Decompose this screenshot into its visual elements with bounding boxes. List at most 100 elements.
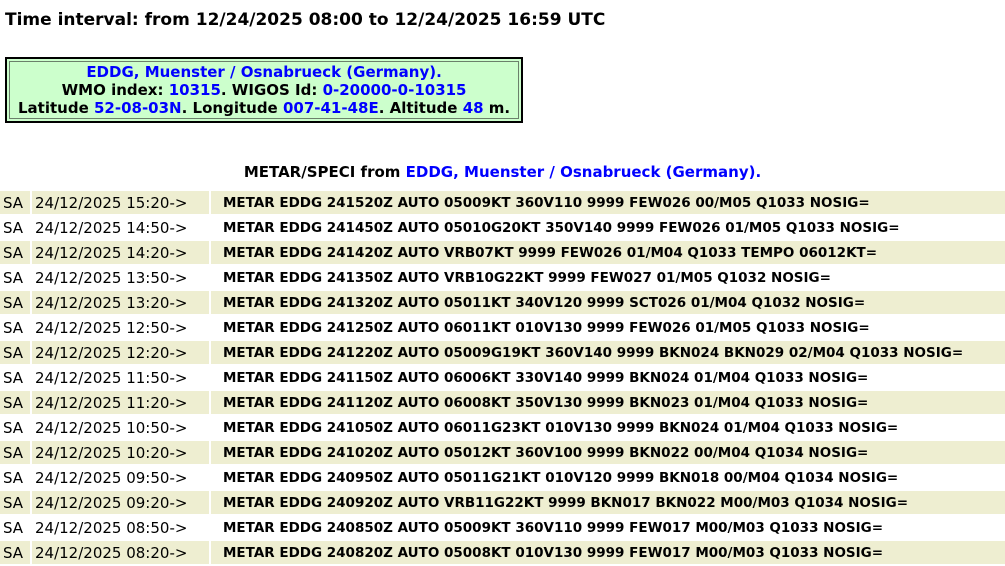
- report-datetime-cell: 24/12/2025 08:50->: [31, 515, 211, 541]
- station-info-box: EDDG, Muenster / Osnabrueck (Germany). W…: [5, 57, 524, 123]
- report-type: SA: [3, 218, 24, 237]
- wigos-id-label: . WIGOS Id:: [220, 81, 323, 99]
- metar-text: METAR EDDG 240950Z AUTO 05011G21KT 010V1…: [223, 469, 899, 486]
- page-title: Time interval: from 12/24/2025 08:00 to …: [5, 10, 606, 30]
- metar-text-cell: METAR EDDG 241450Z AUTO 05010G20KT 350V1…: [210, 215, 1005, 241]
- report-type: SA: [3, 368, 24, 387]
- latitude-label: Latitude: [18, 99, 94, 117]
- table-row: SA 24/12/2025 12:20-> METAR EDDG 241220Z…: [0, 340, 1005, 366]
- altitude-value: 48: [462, 99, 484, 117]
- report-type: SA: [3, 343, 24, 362]
- metar-text-cell: METAR EDDG 240820Z AUTO 05008KT 010V130 …: [210, 540, 1005, 566]
- report-datetime: 24/12/2025 09:20->: [35, 493, 188, 512]
- table-row: SA 24/12/2025 08:20-> METAR EDDG 240820Z…: [0, 540, 1005, 566]
- report-datetime-cell: 24/12/2025 12:20->: [31, 340, 211, 366]
- longitude-value: 007-41-48E: [282, 99, 379, 117]
- report-type: SA: [3, 493, 24, 512]
- report-datetime-cell: 24/12/2025 14:20->: [31, 240, 211, 266]
- metar-text: METAR EDDG 241050Z AUTO 06011G23KT 010V1…: [223, 419, 899, 436]
- metar-text-cell: METAR EDDG 241150Z AUTO 06006KT 330V140 …: [210, 365, 1005, 391]
- metar-text: METAR EDDG 240920Z AUTO VRB11G22KT 9999 …: [223, 494, 909, 511]
- report-heading-station: EDDG, Muenster / Osnabrueck (Germany).: [405, 163, 762, 181]
- table-row: SA 24/12/2025 08:50-> METAR EDDG 240850Z…: [0, 515, 1005, 541]
- report-type: SA: [3, 543, 24, 562]
- station-ids-line: WMO index: 10315. WIGOS Id: 0-20000-0-10…: [18, 81, 510, 99]
- metar-text-cell: METAR EDDG 241520Z AUTO 05009KT 360V110 …: [210, 191, 1005, 216]
- report-type-cell: SA: [0, 415, 32, 441]
- metar-text-cell: METAR EDDG 240850Z AUTO 05009KT 360V110 …: [210, 515, 1005, 541]
- report-type: SA: [3, 293, 24, 312]
- report-type-cell: SA: [0, 390, 32, 416]
- report-datetime-cell: 24/12/2025 08:20->: [31, 540, 211, 566]
- report-datetime: 24/12/2025 11:20->: [35, 393, 188, 412]
- metar-text: METAR EDDG 241120Z AUTO 06008KT 350V130 …: [223, 394, 869, 411]
- table-row: SA 24/12/2025 12:50-> METAR EDDG 241250Z…: [0, 315, 1005, 341]
- metar-text-cell: METAR EDDG 241320Z AUTO 05011KT 340V120 …: [210, 290, 1005, 316]
- report-datetime: 24/12/2025 08:20->: [35, 543, 188, 562]
- metar-text-cell: METAR EDDG 241250Z AUTO 06011KT 010V130 …: [210, 315, 1005, 341]
- table-row: SA 24/12/2025 11:50-> METAR EDDG 241150Z…: [0, 365, 1005, 391]
- report-type: SA: [3, 268, 24, 287]
- report-datetime: 24/12/2025 15:20->: [35, 193, 188, 212]
- report-type: SA: [3, 468, 24, 487]
- metar-text: METAR EDDG 241020Z AUTO 05012KT 360V100 …: [223, 444, 869, 461]
- report-type-cell: SA: [0, 515, 32, 541]
- report-type: SA: [3, 318, 24, 337]
- metar-text-cell: METAR EDDG 240920Z AUTO VRB11G22KT 9999 …: [210, 490, 1005, 516]
- report-datetime: 24/12/2025 14:50->: [35, 218, 188, 237]
- metar-text-cell: METAR EDDG 241050Z AUTO 06011G23KT 010V1…: [210, 415, 1005, 441]
- longitude-label: . Longitude: [181, 99, 283, 117]
- metar-text-cell: METAR EDDG 241350Z AUTO VRB10G22KT 9999 …: [210, 265, 1005, 291]
- altitude-unit: m.: [483, 99, 511, 117]
- report-datetime: 24/12/2025 10:20->: [35, 443, 188, 462]
- report-type: SA: [3, 518, 24, 537]
- report-datetime-cell: 24/12/2025 14:50->: [31, 215, 211, 241]
- metar-text: METAR EDDG 241320Z AUTO 05011KT 340V120 …: [223, 294, 866, 311]
- table-row: SA 24/12/2025 13:20-> METAR EDDG 241320Z…: [0, 290, 1005, 316]
- report-datetime: 24/12/2025 12:50->: [35, 318, 188, 337]
- report-datetime-cell: 24/12/2025 10:20->: [31, 440, 211, 466]
- metar-table: SA 24/12/2025 15:20-> METAR EDDG 241520Z…: [0, 191, 1005, 566]
- metar-text-cell: METAR EDDG 241420Z AUTO VRB07KT 9999 FEW…: [210, 240, 1005, 266]
- metar-text: METAR EDDG 241250Z AUTO 06011KT 010V130 …: [223, 319, 870, 336]
- table-row: SA 24/12/2025 11:20-> METAR EDDG 241120Z…: [0, 390, 1005, 416]
- metar-text: METAR EDDG 241150Z AUTO 06006KT 330V140 …: [223, 369, 869, 386]
- metar-text-cell: METAR EDDG 241220Z AUTO 05009G19KT 360V1…: [210, 340, 1005, 366]
- station-info-content: EDDG, Muenster / Osnabrueck (Germany). W…: [9, 61, 520, 119]
- metar-table-body: SA 24/12/2025 15:20-> METAR EDDG 241520Z…: [0, 191, 1005, 566]
- report-type-cell: SA: [0, 540, 32, 566]
- altitude-label: . Altitude: [378, 99, 463, 117]
- report-datetime: 24/12/2025 14:20->: [35, 243, 188, 262]
- table-row: SA 24/12/2025 14:20-> METAR EDDG 241420Z…: [0, 240, 1005, 266]
- report-type-cell: SA: [0, 440, 32, 466]
- report-heading-prefix: METAR/SPECI from: [243, 163, 406, 181]
- report-datetime: 24/12/2025 10:50->: [35, 418, 188, 437]
- report-datetime-cell: 24/12/2025 12:50->: [31, 315, 211, 341]
- report-datetime: 24/12/2025 11:50->: [35, 368, 188, 387]
- report-datetime-cell: 24/12/2025 15:20->: [31, 191, 211, 216]
- report-type-cell: SA: [0, 240, 32, 266]
- table-row: SA 24/12/2025 10:20-> METAR EDDG 241020Z…: [0, 440, 1005, 466]
- report-type-cell: SA: [0, 315, 32, 341]
- metar-text: METAR EDDG 241420Z AUTO VRB07KT 9999 FEW…: [223, 244, 878, 261]
- report-type-cell: SA: [0, 265, 32, 291]
- wmo-index-label: WMO index:: [61, 81, 169, 99]
- station-box-wrapper: EDDG, Muenster / Osnabrueck (Germany). W…: [5, 57, 1005, 123]
- report-datetime-cell: 24/12/2025 11:50->: [31, 365, 211, 391]
- report-type: SA: [3, 243, 24, 262]
- report-type-cell: SA: [0, 490, 32, 516]
- report-datetime: 24/12/2025 12:20->: [35, 343, 188, 362]
- report-datetime: 24/12/2025 08:50->: [35, 518, 188, 537]
- report-type-cell: SA: [0, 340, 32, 366]
- table-row: SA 24/12/2025 10:50-> METAR EDDG 241050Z…: [0, 415, 1005, 441]
- wigos-id-value: 0-20000-0-10315: [322, 81, 467, 99]
- wmo-index-value: 10315: [168, 81, 221, 99]
- table-row: SA 24/12/2025 13:50-> METAR EDDG 241350Z…: [0, 265, 1005, 291]
- metar-text-cell: METAR EDDG 241120Z AUTO 06008KT 350V130 …: [210, 390, 1005, 416]
- report-datetime: 24/12/2025 13:20->: [35, 293, 188, 312]
- report-datetime-cell: 24/12/2025 11:20->: [31, 390, 211, 416]
- report-type-cell: SA: [0, 191, 32, 216]
- station-name: EDDG, Muenster / Osnabrueck (Germany).: [86, 63, 442, 81]
- table-row: SA 24/12/2025 14:50-> METAR EDDG 241450Z…: [0, 215, 1005, 241]
- report-type-cell: SA: [0, 365, 32, 391]
